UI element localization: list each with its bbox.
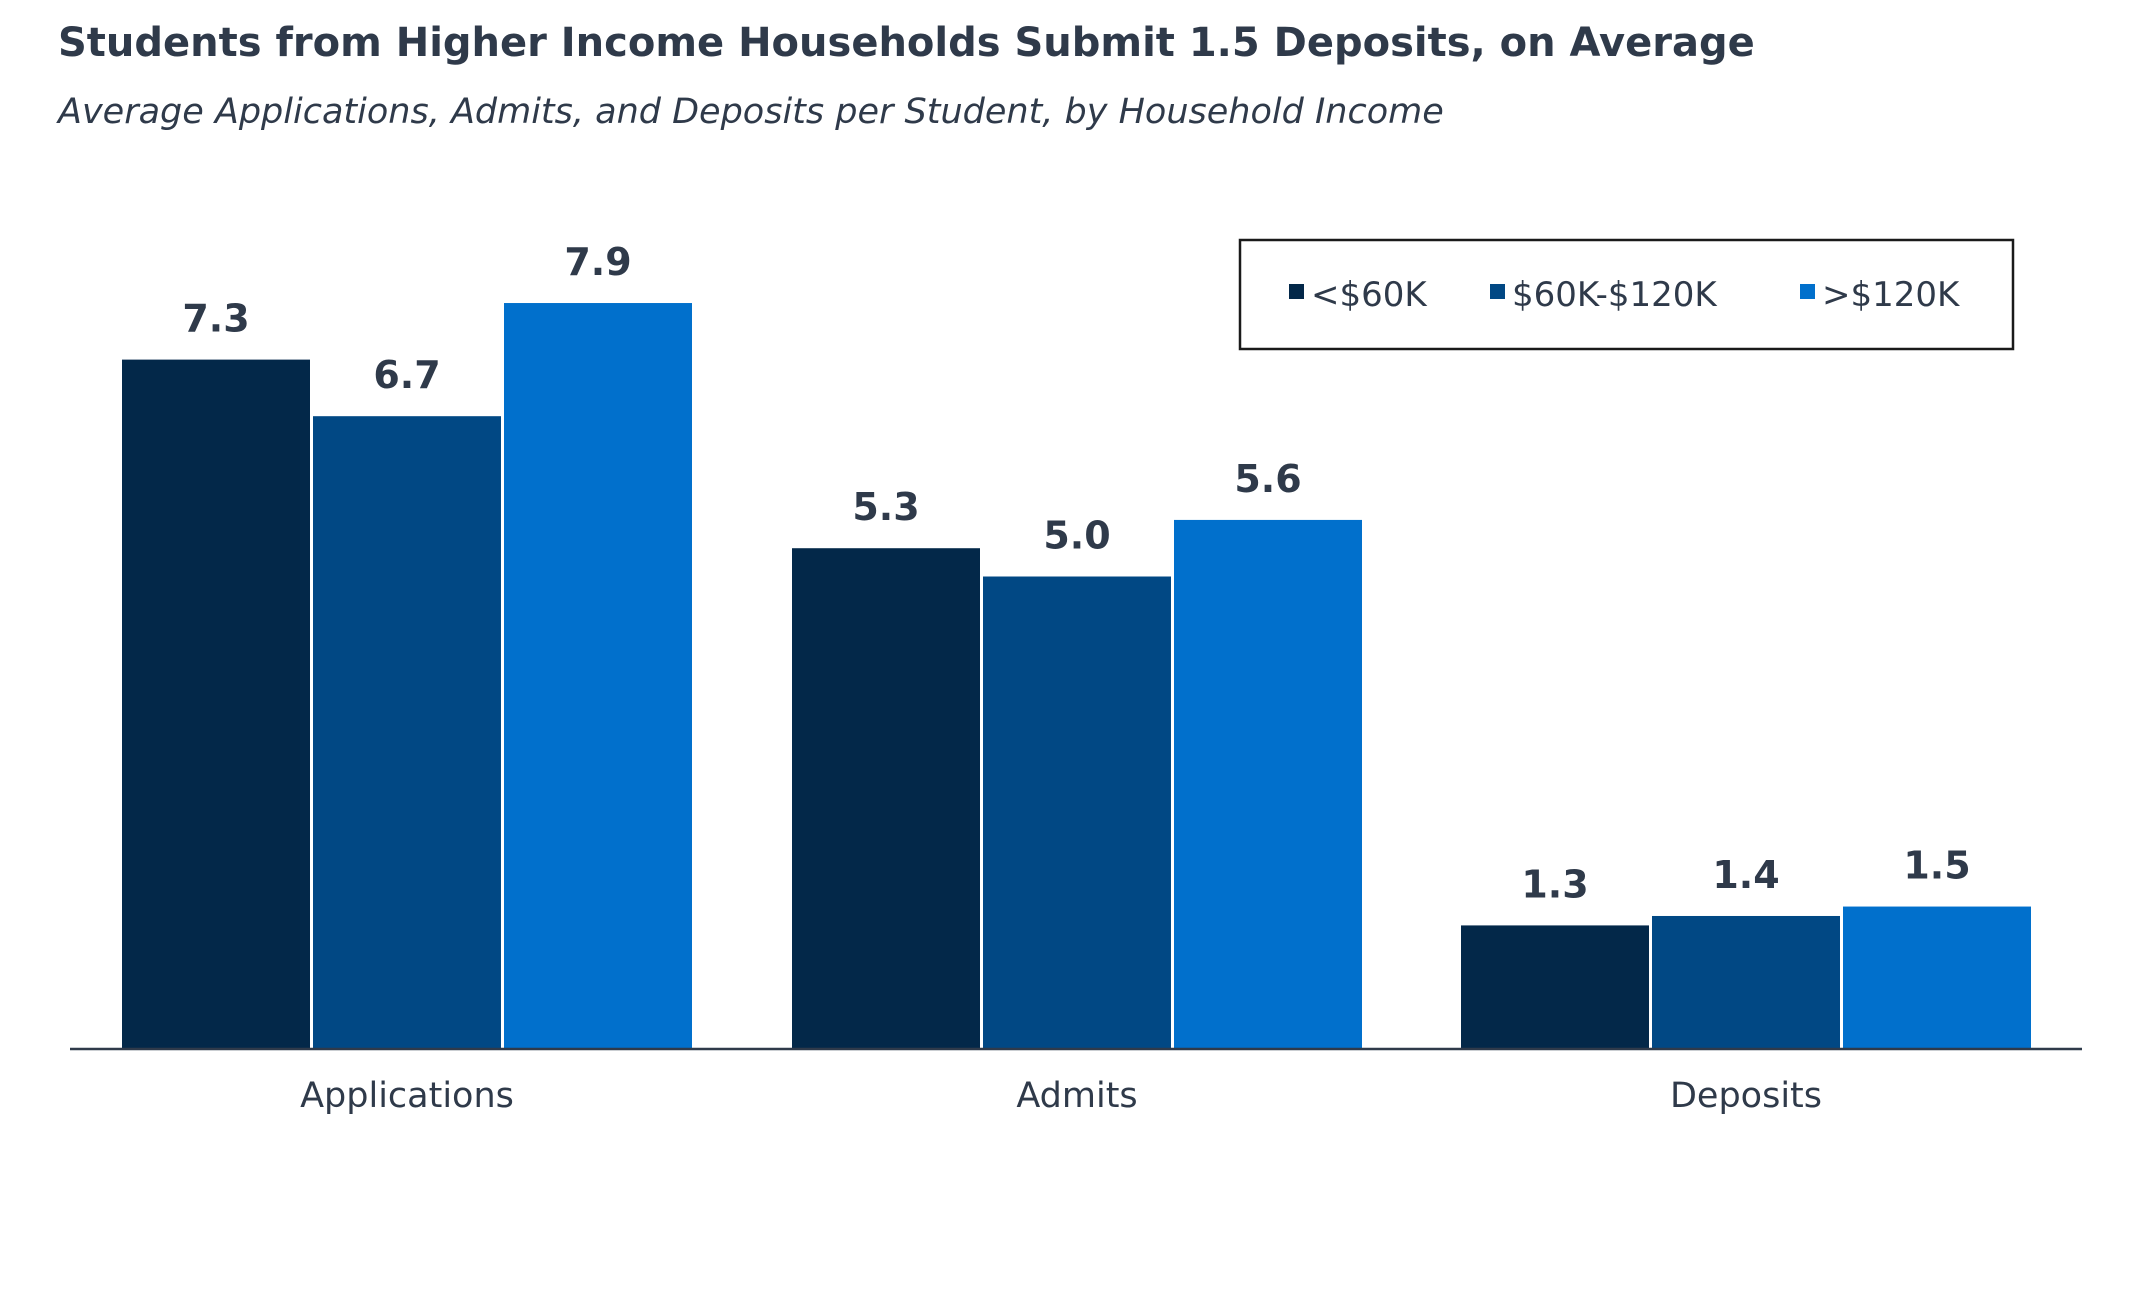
data-label-admits-series-2: 5.0 <box>1043 514 1110 558</box>
legend: <$60K $60K-$120K >$120K <box>1238 238 2015 351</box>
data-labels-layer: 7.3 6.7 7.9 5.3 5.0 5.6 1.3 1.4 1.5 <box>182 240 1970 906</box>
legend-label-series-2: $60K-$120K <box>1512 275 1718 315</box>
data-label-applications-series-2: 6.7 <box>373 353 440 397</box>
data-label-applications-series-3: 7.9 <box>564 240 631 284</box>
bar-admits-series-3 <box>1174 519 1362 1048</box>
legend-label-series-1: <$60K <box>1311 275 1428 315</box>
legend-label-series-3: >$120K <box>1822 275 1961 315</box>
bar-applications-series-1 <box>122 359 310 1048</box>
legend-swatch-series-3 <box>1800 284 1815 299</box>
bar-applications-series-3 <box>504 303 692 1048</box>
chart-subtitle: Average Applications, Admits, and Deposi… <box>58 92 1444 132</box>
category-label-deposits: Deposits <box>1670 1076 1822 1116</box>
data-label-applications-series-1: 7.3 <box>182 297 249 341</box>
bar-applications-series-2 <box>313 416 501 1048</box>
category-labels-layer: Applications Admits Deposits <box>300 1076 1822 1116</box>
bars-layer <box>122 303 2031 1048</box>
data-label-admits-series-3: 5.6 <box>1234 457 1301 501</box>
legend-swatch-series-2 <box>1490 284 1505 299</box>
legend-box <box>1238 238 2015 351</box>
category-label-applications: Applications <box>300 1076 514 1116</box>
legend-items: <$60K $60K-$120K >$120K <box>1289 275 1961 315</box>
bar-deposits-series-3 <box>1843 906 2031 1048</box>
data-label-admits-series-1: 5.3 <box>852 485 919 529</box>
category-label-admits: Admits <box>1016 1076 1137 1116</box>
data-label-deposits-series-1: 1.3 <box>1521 862 1588 906</box>
bar-admits-series-1 <box>792 548 980 1048</box>
bar-admits-series-2 <box>983 576 1171 1048</box>
bar-deposits-series-1 <box>1461 925 1649 1048</box>
data-label-deposits-series-2: 1.4 <box>1712 853 1779 897</box>
legend-swatch-series-1 <box>1289 284 1304 299</box>
data-label-deposits-series-3: 1.5 <box>1903 844 1970 888</box>
chart-title: Students from Higher Income Households S… <box>58 20 1755 66</box>
bar-deposits-series-2 <box>1652 915 1840 1048</box>
